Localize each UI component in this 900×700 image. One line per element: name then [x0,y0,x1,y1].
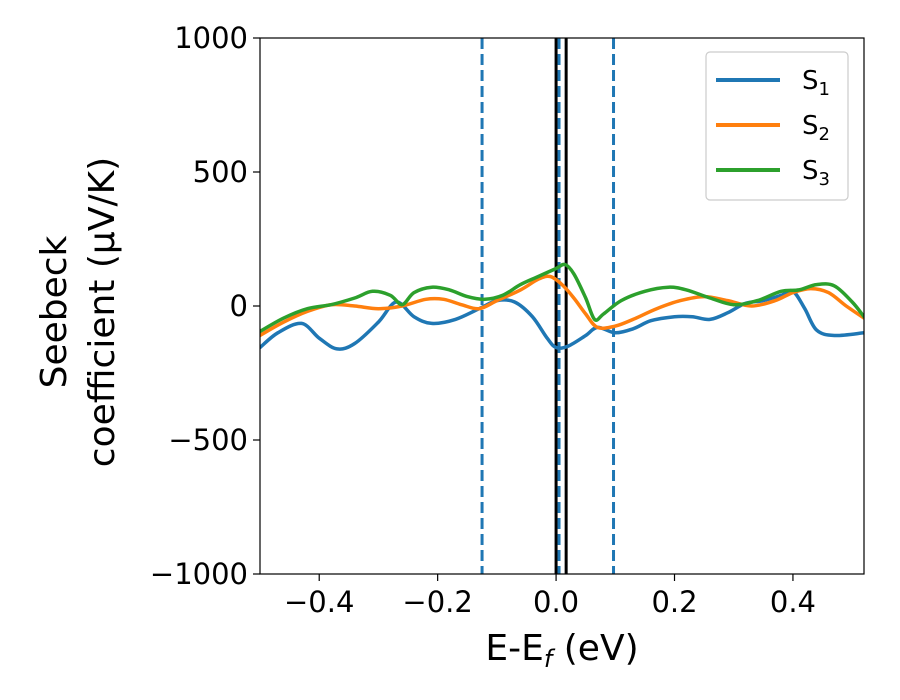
legend: S1 S2 S3 [705,51,849,201]
x-tick-label: −0.4 [284,585,354,619]
series-line-s3 [260,262,864,334]
x-tick-label: 0.0 [533,585,579,619]
y-tick-label: 1000 [174,21,248,55]
x-tick-label: 0.2 [651,585,697,619]
y-tick-label: 0 [230,289,248,323]
x-axis-title: E-Ef (eV) [485,628,638,673]
legend-label-s2: S2 [802,111,830,145]
y-tick-label: 500 [193,155,248,189]
y-tick-label: −500 [168,423,248,457]
legend-label-s3: S3 [802,156,830,190]
legend-label-s1: S1 [802,66,830,100]
series-line-s2 [260,274,864,338]
y-tick-label: −1000 [150,557,248,591]
x-tick-label: 0.4 [770,585,816,619]
y-axis-title-line2: coefficient (μV/K) [82,157,123,467]
series-line-s1 [260,288,864,351]
x-tick-label: −0.2 [402,585,472,619]
y-axis-title-line1: Seebeck [34,235,75,388]
